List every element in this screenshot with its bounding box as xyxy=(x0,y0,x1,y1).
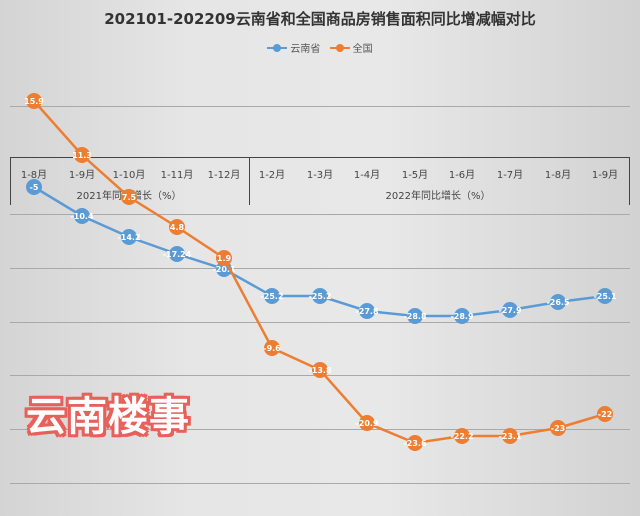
x-tick-label: 1-9月 xyxy=(68,170,96,181)
data-point-marker[interactable] xyxy=(74,208,90,224)
gridline xyxy=(10,106,630,107)
data-label: -17.24 xyxy=(163,250,192,259)
data-label: -13.8 xyxy=(308,366,331,375)
data-label: -25.2 xyxy=(308,292,331,301)
data-point-marker[interactable] xyxy=(407,308,423,324)
data-point-marker[interactable] xyxy=(121,189,137,205)
x-tick-label: 1-8月 xyxy=(544,170,572,181)
data-label: -5 xyxy=(30,183,39,192)
x-axis-group-label-2022: 2022年同比增长（%） xyxy=(385,191,491,202)
data-label: 15.9 xyxy=(24,97,44,106)
data-point-marker[interactable] xyxy=(26,93,42,109)
x-tick-label: 1-3月 xyxy=(306,170,334,181)
gridline xyxy=(10,483,630,484)
watermark: 云南楼事 xyxy=(26,394,190,440)
x-tick-label: 1-5月 xyxy=(401,170,429,181)
data-point-marker[interactable] xyxy=(264,288,280,304)
legend-item-national[interactable]: 全国 xyxy=(329,40,373,55)
data-label: -25.1 xyxy=(593,292,616,301)
data-label: -23.1 xyxy=(498,432,521,441)
data-label: -27.8 xyxy=(355,307,378,316)
x-tick-label: 1-4月 xyxy=(353,170,381,181)
data-label: -23.6 xyxy=(403,439,426,448)
x-tick-label: 1-6月 xyxy=(448,170,476,181)
data-label: -14.2 xyxy=(117,233,140,242)
series-national: 15.9 11.3 7.5 4.8 1.9 -9.6 -13.8 -20.9 -23.6 -22.… xyxy=(24,93,613,451)
x-tick-label: 1-10月 xyxy=(112,170,146,181)
legend-label: 全国 xyxy=(352,44,373,55)
data-point-marker[interactable] xyxy=(216,250,232,266)
legend-marker-icon xyxy=(329,43,350,53)
data-label: -10.4 xyxy=(70,212,93,221)
x-tick-label: 1-11月 xyxy=(160,170,194,181)
data-point-marker[interactable] xyxy=(407,435,423,451)
data-point-marker[interactable] xyxy=(264,340,280,356)
data-point-marker[interactable] xyxy=(312,362,328,378)
data-label: 4.8 xyxy=(170,223,185,232)
data-point-marker[interactable] xyxy=(502,428,518,444)
data-label: -20.1 xyxy=(212,265,235,274)
x-tick-label: 1-12月 xyxy=(207,170,241,181)
x-axis-group-2022 xyxy=(249,157,630,205)
legend-item-yunnan[interactable]: 云南省 xyxy=(267,40,320,55)
data-point-marker[interactable] xyxy=(502,302,518,318)
gridline xyxy=(10,268,630,269)
data-point-marker[interactable] xyxy=(26,179,42,195)
data-label: -28.9 xyxy=(450,312,473,321)
x-axis-group-2021 xyxy=(10,157,250,205)
gridline xyxy=(10,429,630,430)
legend-marker-icon xyxy=(267,43,288,53)
data-label: -22.2 xyxy=(450,432,473,441)
data-point-marker[interactable] xyxy=(74,147,90,163)
data-label: -25.2 xyxy=(260,292,283,301)
data-label: -20.9 xyxy=(355,419,378,428)
data-label: -28.8 xyxy=(403,312,426,321)
data-point-marker[interactable] xyxy=(454,308,470,324)
x-tick-label: 1-8月 xyxy=(20,170,48,181)
chart-title: 202101-202209云南省和全国商品房销售面积同比增减幅对比 xyxy=(104,10,536,28)
series-yunnan: -5 -10.4 -14.2 -17.24 -20.1 -25.2 -25.2 -27.8 -2… xyxy=(26,179,617,324)
legend-label: 云南省 xyxy=(290,44,321,55)
data-label: -22 xyxy=(598,410,612,419)
data-label: -9.6 xyxy=(263,344,281,353)
data-label: 1.9 xyxy=(217,254,232,263)
data-label: 7.5 xyxy=(122,193,137,202)
data-point-marker[interactable] xyxy=(359,303,375,319)
data-label: -26.5 xyxy=(546,298,569,307)
data-point-marker[interactable] xyxy=(597,406,613,422)
data-point-marker[interactable] xyxy=(359,415,375,431)
data-point-marker[interactable] xyxy=(312,288,328,304)
data-point-marker[interactable] xyxy=(121,229,137,245)
x-tick-label: 1-2月 xyxy=(258,170,286,181)
data-point-marker[interactable] xyxy=(169,219,185,235)
data-point-marker[interactable] xyxy=(550,294,566,310)
legend: 云南省 全国 xyxy=(0,40,640,56)
data-point-marker[interactable] xyxy=(454,428,470,444)
x-tick-label: 1-9月 xyxy=(591,170,619,181)
data-point-marker[interactable] xyxy=(550,420,566,436)
gridline xyxy=(10,214,630,215)
gridline xyxy=(10,322,630,323)
data-label: 11.3 xyxy=(72,151,92,160)
data-point-marker[interactable] xyxy=(169,246,185,262)
data-label: -23 xyxy=(551,424,565,433)
data-point-marker[interactable] xyxy=(597,288,613,304)
data-label: -27.9 xyxy=(498,306,521,315)
x-tick-label: 1-7月 xyxy=(496,170,524,181)
